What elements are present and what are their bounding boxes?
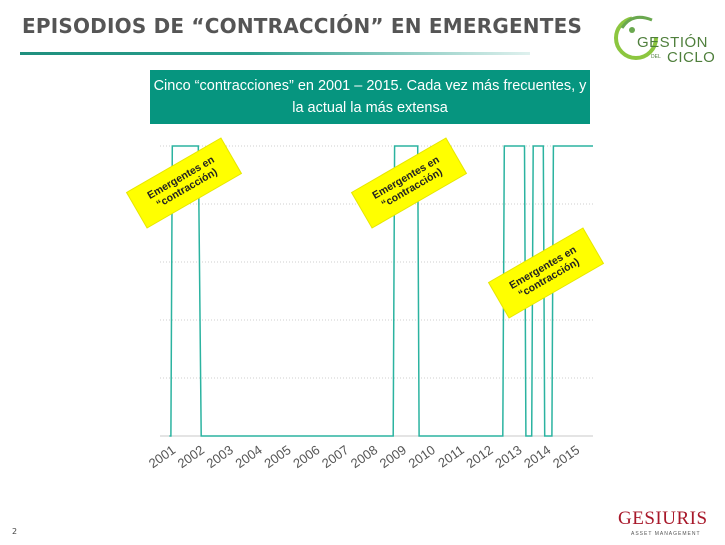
x-tick-label: 2001 — [146, 442, 178, 471]
x-tick-label: 2008 — [348, 442, 380, 471]
x-tick-label: 2011 — [435, 442, 467, 470]
gestion-del-ciclo-logo — [614, 15, 658, 60]
page-title: EPISODIOS DE “CONTRACCIÓN” EN EMERGENTES — [22, 14, 583, 38]
x-tick-label: 2013 — [492, 442, 524, 471]
x-tick-label: 2005 — [261, 442, 293, 471]
title-underline — [20, 52, 530, 55]
series-line — [169, 145, 593, 437]
brand-subtitle: ASSET MANAGEMENT — [631, 531, 701, 537]
x-tick-label: 2015 — [550, 442, 582, 471]
chart-subtitle-banner: Cinco “contracciones” en 2001 – 2015. Ca… — [150, 70, 590, 124]
x-tick-label: 2006 — [290, 442, 322, 471]
page-number: 2 — [12, 527, 18, 536]
x-tick-label: 2010 — [406, 442, 438, 471]
gesiuris-brand-logo: GESIURIS — [618, 508, 708, 529]
x-tick-label: 2014 — [521, 442, 553, 471]
logo-text-ciclo: CICLO — [667, 49, 716, 66]
x-tick-label: 2009 — [377, 442, 409, 471]
x-tick-label: 2007 — [319, 442, 351, 471]
gridlines — [160, 145, 593, 437]
x-axis-tick-labels: 2001200220032004200520062007200820092010… — [146, 442, 582, 471]
x-tick-label: 2002 — [175, 442, 207, 471]
logo-text-del: DEL — [651, 54, 661, 60]
x-tick-label: 2003 — [204, 442, 236, 471]
logo-text-gestion: GESTIÓN — [637, 34, 709, 51]
x-tick-label: 2004 — [232, 442, 264, 471]
x-tick-label: 2012 — [463, 442, 495, 471]
